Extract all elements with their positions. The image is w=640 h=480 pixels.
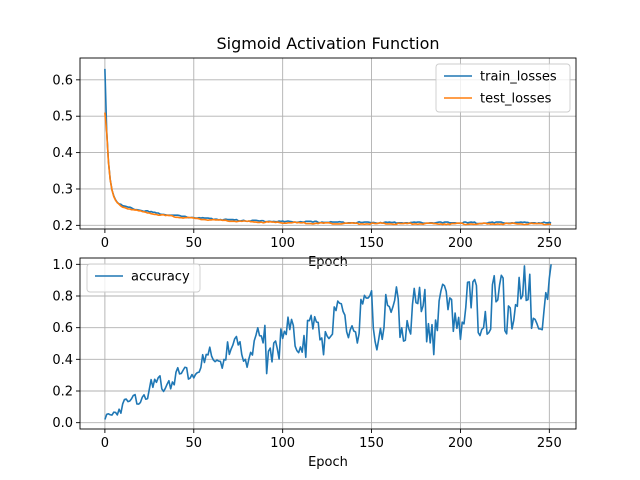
- x-tick-label: 50: [186, 436, 203, 451]
- y-tick-label: 0.8: [52, 290, 73, 305]
- x-tick-label: 200: [448, 436, 473, 451]
- axes-frame: [79, 57, 577, 230]
- y-tick-label: 0.6: [52, 73, 73, 88]
- y-tick-label: 0.6: [52, 321, 73, 336]
- accuracy-chart-panel: 0 50 100 150 200 250 0.0 0.2 0.4 0.6 0.8 1.0 Epoch ac…: [52, 257, 577, 470]
- x-tick-label: 50: [186, 236, 203, 251]
- y-tick-label: 0.4: [52, 146, 73, 161]
- x-tick-label: 0: [101, 436, 109, 451]
- loss-chart-panel: 0 50 100 150 200 250 0.2 0.3 0.4 0.5 0.6 Epoch train…: [52, 57, 577, 270]
- y-tick-label: 0.2: [52, 219, 73, 234]
- y-tick-label: 0.2: [52, 385, 73, 400]
- x-axis-label: Epoch: [308, 455, 348, 470]
- y-tick-label: 0.5: [52, 110, 73, 125]
- chart-title: Sigmoid Activation Function: [216, 34, 439, 53]
- series-line-test-losses: [104, 112, 552, 226]
- legend-box: [86, 263, 201, 293]
- x-tick-label: 200: [448, 236, 473, 251]
- x-tick-label: 250: [537, 436, 562, 451]
- y-tick-label: 0.0: [52, 416, 73, 431]
- y-tick-label: 1.0: [52, 258, 73, 273]
- x-tick-label: 0: [101, 236, 109, 251]
- x-axis-label: Epoch: [308, 255, 348, 270]
- legend-label: train_losses: [480, 70, 557, 85]
- x-tick-label: 150: [359, 236, 384, 251]
- axes-frame: [79, 257, 577, 430]
- legend-label: accuracy: [131, 270, 190, 285]
- y-tick-label: 0.3: [52, 182, 73, 197]
- x-tick-label: 150: [359, 436, 384, 451]
- y-tick-label: 0.4: [52, 353, 73, 368]
- x-tick-label: 250: [537, 236, 562, 251]
- legend-label: test_losses: [480, 92, 552, 107]
- x-tick-label: 100: [270, 236, 295, 251]
- series-line-accuracy: [104, 264, 552, 420]
- x-tick-label: 100: [270, 436, 295, 451]
